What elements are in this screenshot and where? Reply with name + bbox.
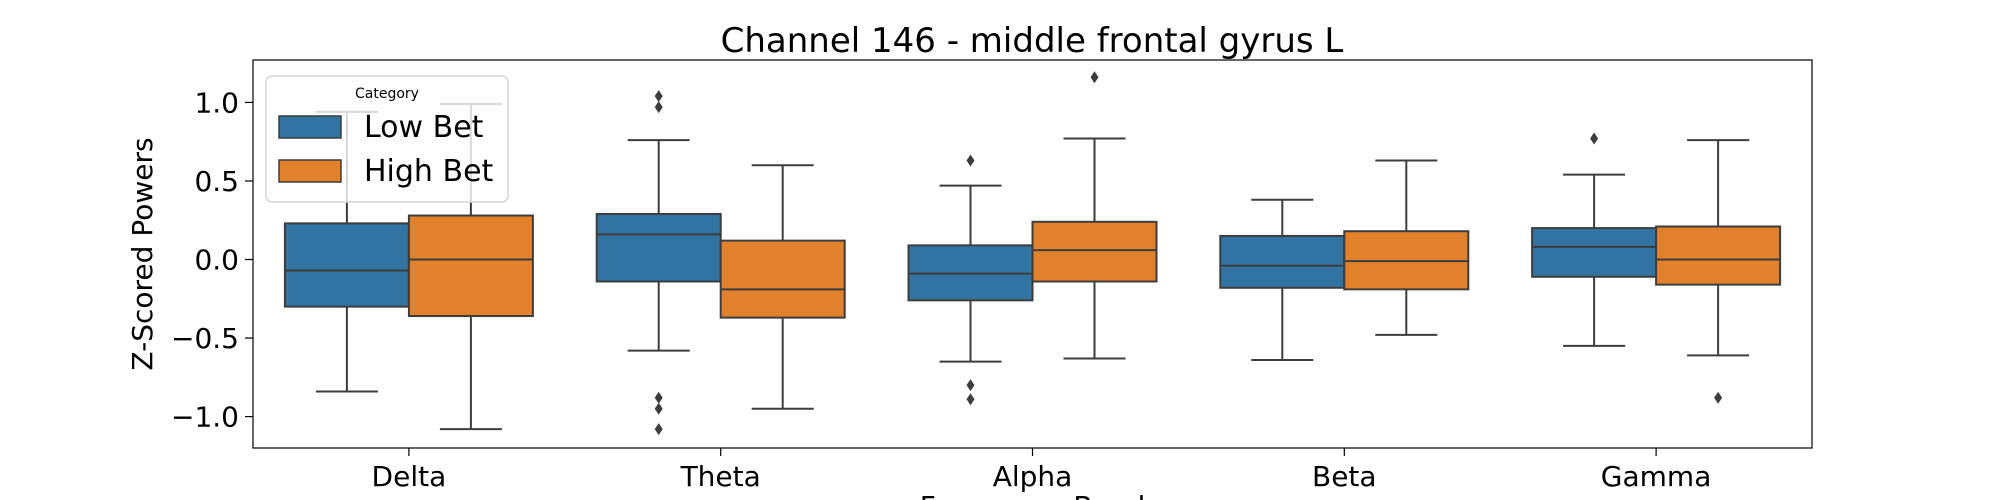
y-tick-label: 1.0: [194, 86, 239, 119]
y-tick-label: −0.5: [171, 322, 239, 355]
outlier-point: [654, 90, 663, 103]
x-tick-label: Beta: [1312, 460, 1377, 493]
outlier-point: [966, 393, 975, 406]
x-tick-label: Alpha: [993, 460, 1073, 493]
box-beta-high-bet: [1343, 159, 1470, 336]
box-body: [1531, 227, 1658, 278]
outlier-point: [654, 423, 663, 436]
box-alpha-high-bet: [1031, 71, 1158, 360]
box-body: [407, 214, 534, 318]
y-tick-label: −1.0: [171, 401, 239, 434]
legend-label: Low Bet: [364, 110, 484, 145]
box-beta-low-bet: [1219, 198, 1346, 362]
outlier-point: [654, 391, 663, 404]
box-theta-high-bet: [719, 164, 846, 410]
box-body: [1031, 220, 1158, 283]
legend: Category Low Bet High Bet: [265, 75, 509, 203]
box-gamma-high-bet: [1655, 139, 1782, 404]
y-tick-label: 0.5: [194, 165, 239, 198]
x-tick-label: Gamma: [1601, 460, 1712, 493]
legend-swatch: [278, 115, 342, 139]
outlier-point: [1090, 71, 1099, 84]
box-delta-high-bet: [407, 102, 534, 431]
box-body: [1655, 225, 1782, 286]
legend-label: High Bet: [364, 154, 494, 189]
box-delta-low-bet: [283, 110, 410, 393]
outlier-point: [1714, 391, 1723, 404]
x-axis-label: Frequency Band: [920, 490, 1145, 500]
y-axis: 1.0 0.5 0.0 −0.5 −1.0: [171, 86, 253, 434]
outlier-point: [966, 154, 975, 167]
outlier-point: [966, 379, 975, 392]
boxes-layer: [283, 71, 1782, 436]
legend-title: Category: [355, 86, 419, 102]
box-body: [595, 212, 722, 283]
chart-title: Channel 146 - middle frontal gyrus L: [721, 21, 1344, 61]
y-tick-label: 0.0: [194, 243, 239, 276]
x-tick-label: Theta: [680, 460, 761, 493]
box-alpha-low-bet: [907, 154, 1034, 406]
x-axis: Delta Theta Alpha Beta Gamma: [372, 448, 1712, 493]
outlier-point: [654, 402, 663, 415]
legend-swatch: [278, 159, 342, 183]
box-theta-low-bet: [595, 90, 722, 436]
outlier-point: [1590, 132, 1599, 145]
box-gamma-low-bet: [1531, 132, 1658, 347]
box-body: [283, 222, 410, 308]
y-axis-label: Z-Scored Powers: [126, 137, 159, 370]
x-tick-label: Delta: [372, 460, 447, 493]
outlier-point: [654, 101, 663, 114]
box-body: [1219, 234, 1346, 289]
box-body: [719, 239, 846, 319]
